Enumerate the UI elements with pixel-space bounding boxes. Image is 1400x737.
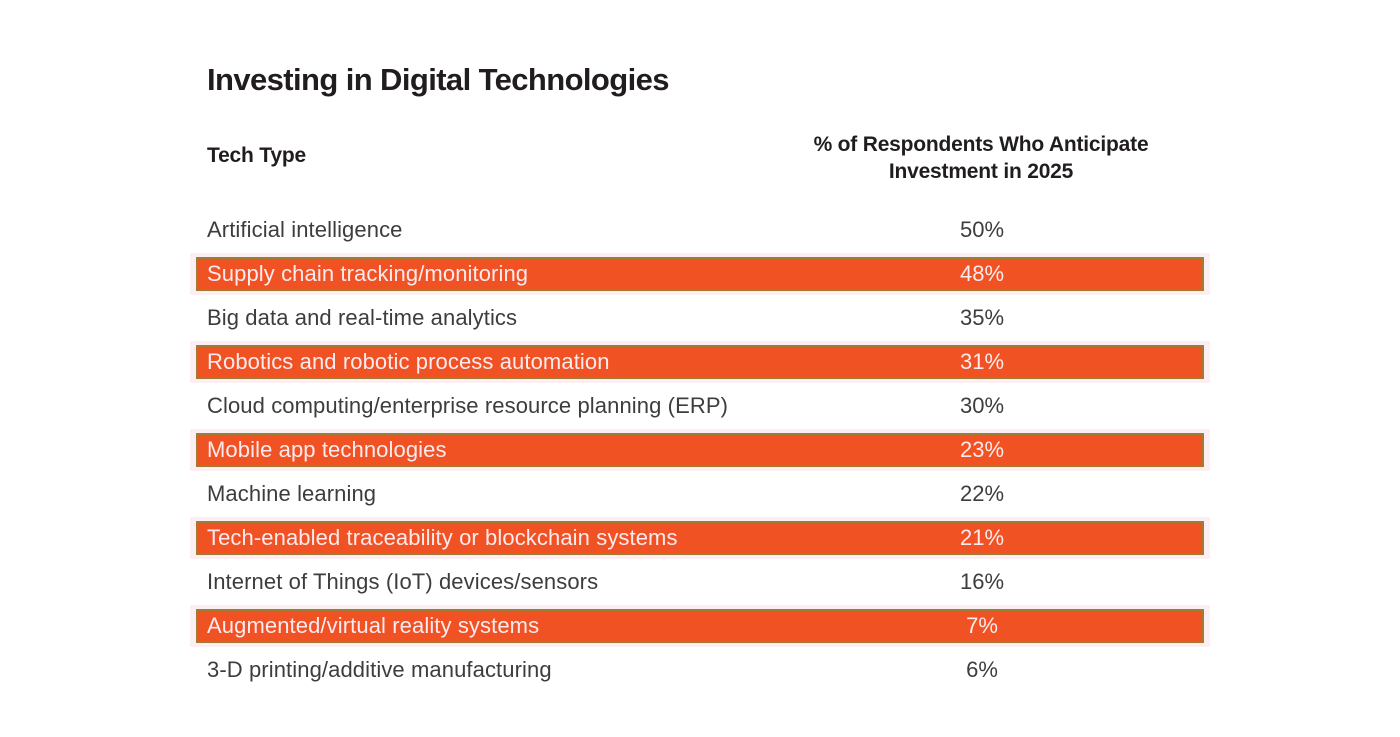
table-row: Robotics and robotic process automation 3… (190, 340, 1210, 384)
row-value: 48% (959, 261, 1005, 286)
row-label: Supply chain tracking/monitoring (207, 261, 529, 286)
page-title: Investing in Digital Technologies (207, 62, 670, 97)
column-header-percent-line1: % of Respondents Who Anticipate (813, 133, 1149, 156)
row-label: Augmented/virtual reality systems (207, 613, 540, 638)
row-label: Tech-enabled traceability or blockchain … (207, 525, 678, 550)
row-value: 31% (959, 349, 1005, 374)
row-label: Big data and real-time analytics (207, 305, 518, 330)
row-highlight-bar (196, 345, 1204, 379)
column-header-percent-respondents: % of Respondents Who Anticipate Investme… (756, 131, 1206, 185)
row-label: Robotics and robotic process automation (207, 349, 610, 374)
row-value: 30% (959, 393, 1005, 418)
row-highlight-bar (196, 521, 1204, 555)
table-row: Tech-enabled traceability or blockchain … (190, 516, 1210, 560)
column-header-tech-type: Tech Type (207, 144, 306, 167)
row-highlight-bar (196, 609, 1204, 643)
row-label: Mobile app technologies (207, 437, 447, 462)
row-value: 50% (959, 217, 1005, 242)
row-value: 6% (966, 657, 998, 682)
column-header-percent-line2: Investment in 2025 (888, 160, 1074, 183)
row-value: 7% (966, 613, 998, 638)
row-highlight-bar (196, 257, 1204, 291)
table-row: Internet of Things (IoT) devices/sensors… (196, 560, 1204, 604)
table-row: Supply chain tracking/monitoring 48% (190, 252, 1210, 296)
row-value: 22% (959, 481, 1005, 506)
table-row: Big data and real-time analytics 35% (196, 296, 1204, 340)
table-row: Cloud computing/enterprise resource plan… (196, 384, 1204, 428)
row-highlight-bar (196, 433, 1204, 467)
row-label: 3-D printing/additive manufacturing (207, 657, 552, 682)
table-body: Artificial intelligence 50% Supply chain t… (190, 208, 1210, 692)
table-row: Mobile app technologies 23% (190, 428, 1210, 472)
table-row: 3-D printing/additive manufacturing 6% (196, 648, 1204, 692)
row-label: Machine learning (207, 481, 377, 506)
row-value: 35% (959, 305, 1005, 330)
row-label: Artificial intelligence (207, 217, 403, 242)
row-value: 16% (959, 569, 1005, 594)
table-row: Artificial intelligence 50% (196, 208, 1204, 252)
table-row: Machine learning 22% (196, 472, 1204, 516)
row-label: Cloud computing/enterprise resource plan… (207, 393, 729, 418)
row-value: 23% (959, 437, 1005, 462)
row-value: 21% (959, 525, 1005, 550)
table-row: Augmented/virtual reality systems 7% (190, 604, 1210, 648)
row-label: Internet of Things (IoT) devices/sensors (207, 569, 599, 594)
